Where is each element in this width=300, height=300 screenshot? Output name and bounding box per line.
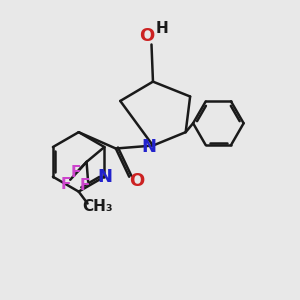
Text: F: F	[61, 177, 71, 192]
Text: O: O	[129, 172, 144, 190]
Text: O: O	[140, 27, 155, 45]
Text: F: F	[80, 178, 90, 193]
Text: F: F	[71, 165, 81, 180]
Text: N: N	[97, 168, 112, 186]
Text: H: H	[155, 21, 168, 36]
Text: N: N	[141, 138, 156, 156]
Text: CH₃: CH₃	[83, 199, 113, 214]
